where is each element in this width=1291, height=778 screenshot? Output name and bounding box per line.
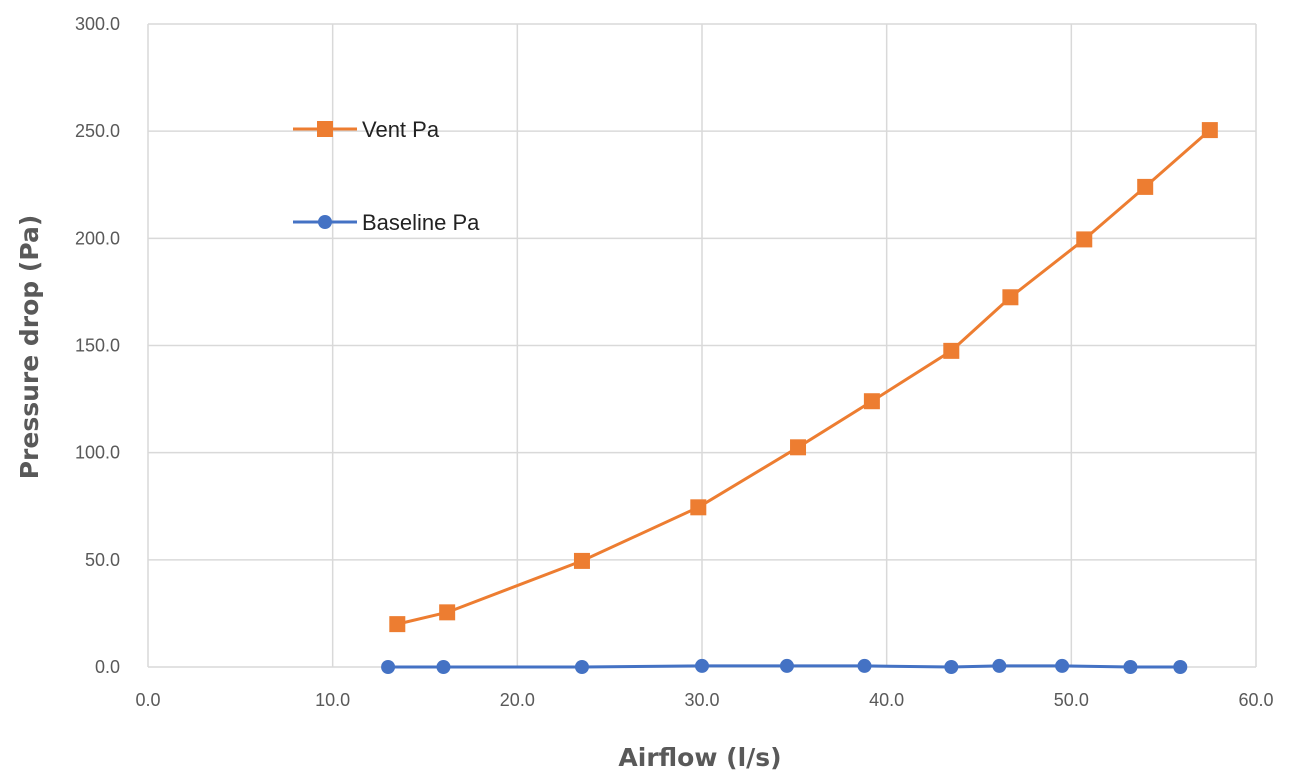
y-tick-label: 300.0 [75, 14, 120, 34]
x-axis-title: Airflow (l/s) [618, 743, 781, 772]
gridlines [147, 23, 1257, 668]
tick-labels: 0.0 10.0 20.0 30.0 40.0 50.0 60.0 0.0 50.0 100.0 1… [75, 14, 1274, 710]
data-point-square [439, 604, 456, 621]
data-point-circle [574, 660, 589, 674]
y-tick-label: 0.0 [95, 657, 120, 677]
data-point-circle [857, 658, 872, 673]
x-tick-label: 10.0 [315, 690, 350, 710]
data-point-circle [695, 658, 709, 673]
x-tick-label: 40.0 [869, 690, 904, 710]
series-lines [381, 122, 1218, 674]
data-point-square [1076, 231, 1093, 248]
legend-marker-circle [318, 215, 332, 229]
x-tick-label: 20.0 [500, 690, 535, 710]
data-point-square [943, 342, 960, 359]
legend: Vent Pa Baseline Pa [293, 117, 480, 235]
data-point-square [790, 439, 807, 456]
legend-marker-square [317, 121, 333, 137]
data-point-circle [779, 658, 794, 673]
data-point-square [573, 552, 590, 569]
data-point-square [389, 616, 406, 633]
legend-label: Baseline Pa [362, 210, 480, 235]
data-point-square [863, 393, 880, 410]
x-tick-label: 60.0 [1238, 690, 1273, 710]
legend-label: Vent Pa [362, 117, 440, 142]
y-axis-title: Pressure drop (Pa) [15, 215, 44, 480]
data-point-circle [1173, 660, 1188, 674]
data-point-circle [1123, 660, 1138, 674]
x-tick-label: 0.0 [135, 690, 160, 710]
y-tick-label: 150.0 [75, 336, 120, 356]
y-tick-label: 100.0 [75, 443, 120, 463]
data-point-circle [944, 660, 959, 674]
y-tick-label: 200.0 [75, 228, 120, 248]
data-point-circle [436, 660, 451, 674]
x-tick-label: 50.0 [1054, 690, 1089, 710]
data-point-circle [381, 660, 396, 674]
data-point-circle [1055, 658, 1070, 673]
data-point-square [690, 499, 707, 516]
series-line-0 [396, 128, 1211, 626]
x-tick-label: 30.0 [684, 690, 719, 710]
y-tick-label: 250.0 [75, 121, 120, 141]
y-tick-label: 50.0 [85, 550, 120, 570]
data-point-square [1201, 122, 1218, 139]
data-point-circle [992, 658, 1007, 673]
data-point-square [1002, 289, 1019, 306]
data-point-square [1137, 178, 1154, 195]
